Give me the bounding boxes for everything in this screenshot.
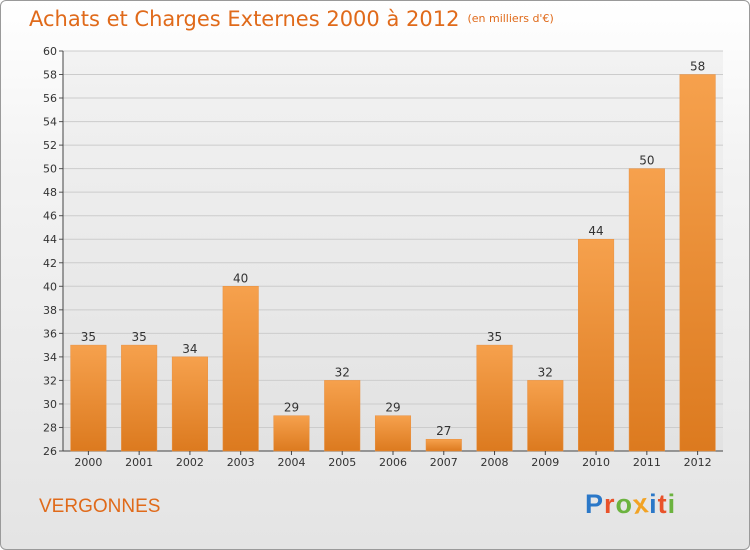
x-tick-label: 2004 <box>277 456 305 469</box>
y-tick-label: 44 <box>43 233 57 246</box>
y-tick-label: 54 <box>43 116 57 129</box>
proxiti-logo: Proxiti <box>585 488 677 520</box>
bar <box>70 344 107 452</box>
logo-letter: t <box>657 489 668 519</box>
bar-value-label: 50 <box>639 154 654 168</box>
bar-value-label: 29 <box>284 401 299 415</box>
bar-value-label: 35 <box>132 330 147 344</box>
bar-value-label: 29 <box>385 401 400 415</box>
y-tick-label: 56 <box>43 92 57 105</box>
chart-subtitle: (en milliers d'€) <box>467 12 554 25</box>
bar-value-label: 27 <box>436 424 451 438</box>
plot-area <box>63 51 723 451</box>
x-tick-label: 2009 <box>531 456 559 469</box>
commune-name: VERGONNES <box>39 496 161 517</box>
logo-letter: i <box>667 489 677 519</box>
x-tick-label: 2002 <box>176 456 204 469</box>
x-tick-label: 2006 <box>379 456 407 469</box>
bar <box>628 168 665 452</box>
bar <box>324 380 361 452</box>
bar <box>222 286 259 452</box>
bar <box>171 356 208 452</box>
y-tick-label: 50 <box>43 163 57 176</box>
y-tick-label: 52 <box>43 139 57 152</box>
x-tick-label: 2000 <box>74 456 102 469</box>
x-tick-label: 2008 <box>481 456 509 469</box>
y-tick-label: 30 <box>43 398 57 411</box>
logo-letter: i <box>649 489 658 519</box>
bar <box>374 415 412 452</box>
bar <box>425 438 462 452</box>
y-tick-label: 38 <box>43 304 57 317</box>
bar-value-label: 35 <box>487 330 502 344</box>
x-tick-label: 2003 <box>227 456 255 469</box>
x-tick-label: 2001 <box>125 456 153 469</box>
bar <box>121 344 158 452</box>
x-tick-label: 2007 <box>430 456 458 469</box>
y-tick-label: 40 <box>43 280 57 293</box>
bar-value-label: 44 <box>588 224 603 238</box>
y-tick-label: 46 <box>43 210 57 223</box>
bar-value-label: 32 <box>335 365 350 379</box>
y-tick-label: 42 <box>43 257 57 270</box>
bar <box>527 380 564 452</box>
bar-value-label: 32 <box>538 365 553 379</box>
chart-title: Achats et Charges Externes 2000 à 2012 (e… <box>29 7 554 31</box>
x-tick-label: 2011 <box>633 456 661 469</box>
bar <box>273 415 310 452</box>
y-tick-label: 32 <box>43 374 57 387</box>
bar <box>476 344 513 452</box>
bar <box>578 238 615 452</box>
chart-title-text: Achats et Charges Externes 2000 à 2012 <box>29 7 460 31</box>
y-tick-label: 60 <box>43 45 57 58</box>
y-tick-label: 58 <box>43 69 57 82</box>
x-tick-label: 2012 <box>684 456 712 469</box>
x-tick-label: 2010 <box>582 456 610 469</box>
logo-letter: P <box>585 489 605 519</box>
bar <box>679 74 716 452</box>
bar-value-label: 35 <box>81 330 96 344</box>
bar-value-label: 34 <box>182 342 197 356</box>
bar-value-label: 58 <box>690 60 705 74</box>
bar-value-label: 40 <box>233 271 248 285</box>
y-tick-label: 26 <box>43 445 57 458</box>
y-tick-label: 34 <box>43 351 57 364</box>
y-tick-label: 28 <box>43 421 57 434</box>
y-tick-label: 48 <box>43 186 57 199</box>
x-tick-label: 2005 <box>328 456 356 469</box>
y-tick-label: 36 <box>43 327 57 340</box>
logo-letter: r <box>604 489 616 519</box>
logo-letter: o <box>615 489 634 519</box>
